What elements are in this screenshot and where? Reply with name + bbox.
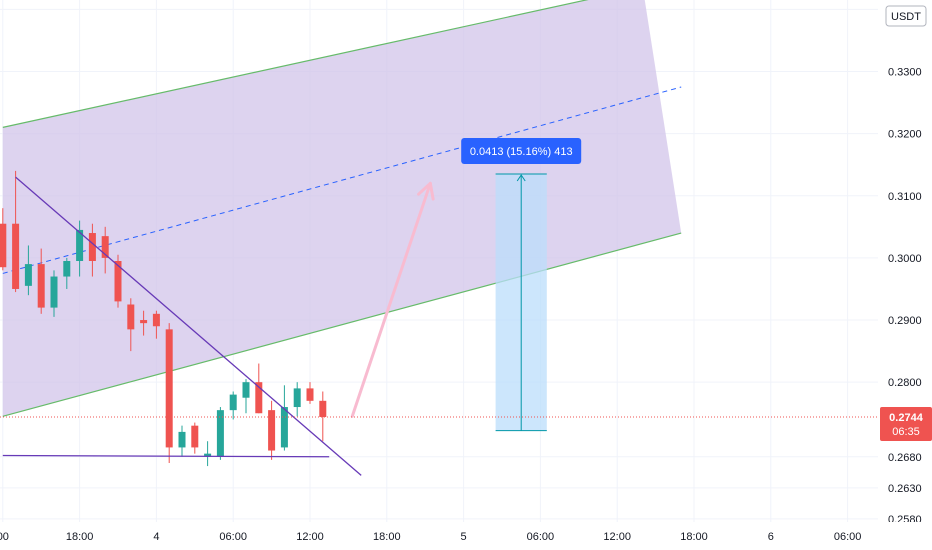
candle-down xyxy=(12,223,20,289)
currency-badge[interactable]: USDT xyxy=(885,5,927,27)
candle-down xyxy=(319,400,327,417)
channel-lower-line[interactable] xyxy=(2,232,682,417)
last-price-value: 0.2744 xyxy=(889,412,924,424)
projection-arrow[interactable] xyxy=(350,181,435,418)
last-price-badge: 0.2744 06:35 xyxy=(880,406,932,441)
candle-down xyxy=(255,382,263,414)
currency-badge-box xyxy=(885,5,927,27)
candle-down xyxy=(306,388,314,401)
currency-label: USDT xyxy=(891,11,921,23)
time-tick-label: 18:00 xyxy=(373,531,401,543)
trendlines[interactable] xyxy=(2,176,362,476)
candle-up xyxy=(216,410,224,457)
candle-up xyxy=(280,407,288,448)
time-tick-label: 06:00 xyxy=(834,531,862,543)
price-tick-label: 0.2800 xyxy=(888,377,922,389)
candle-down xyxy=(165,329,173,448)
time-tick-label: 00 xyxy=(0,531,9,543)
candle-up xyxy=(229,394,237,411)
candle-up xyxy=(204,453,212,457)
measure-label-box xyxy=(461,138,582,164)
time-tick-label: 4 xyxy=(153,531,159,543)
parallel-channel[interactable] xyxy=(2,0,682,417)
price-tick-label: 0.2900 xyxy=(888,315,922,327)
candle-up xyxy=(178,431,186,448)
candle-down xyxy=(0,223,7,268)
time-axis-bg xyxy=(0,522,932,550)
candle-up xyxy=(242,382,250,398)
price-tick-label: 0.3000 xyxy=(888,253,922,265)
candle-up xyxy=(24,264,32,286)
price-tick-label: 0.3100 xyxy=(888,191,922,203)
price-range-measure[interactable]: 0.0413 (15.16%) 413 xyxy=(461,138,582,432)
candle-down xyxy=(37,264,45,308)
candle-up xyxy=(63,261,71,277)
candle-down xyxy=(152,313,160,327)
time-tick-label: 06:00 xyxy=(527,531,555,543)
candle-up xyxy=(76,229,84,261)
candle-down xyxy=(191,425,199,448)
projection-arrow-head xyxy=(417,181,435,201)
candle-down xyxy=(140,320,148,324)
channel-fill xyxy=(2,0,682,417)
last-price-badge-box xyxy=(880,406,932,441)
time-tick-label: 6 xyxy=(768,531,774,543)
candle-down xyxy=(88,233,96,261)
price-axis[interactable]: 0.34000.33000.32000.31000.30000.29000.28… xyxy=(878,0,932,526)
time-tick-label: 18:00 xyxy=(680,531,708,543)
channel-median-line[interactable] xyxy=(2,86,682,274)
time-tick-label: 12:00 xyxy=(603,531,631,543)
price-tick-label: 0.2630 xyxy=(888,483,922,495)
price-tick-label: 0.2680 xyxy=(888,452,922,464)
candle-up xyxy=(293,388,301,408)
candle-down xyxy=(101,236,109,258)
time-axis[interactable]: 00 18:00 4 06:00 12:00 18:00 5 06:00 12:00 18:00 6… xyxy=(0,522,932,550)
measure-label: 0.0413 (15.16%) 413 xyxy=(470,146,573,158)
time-tick-label: 06:00 xyxy=(219,531,247,543)
candle-down xyxy=(114,261,122,302)
candlestick-series xyxy=(0,170,327,467)
horizontal-support-line[interactable] xyxy=(2,454,330,458)
time-tick-label: 12:00 xyxy=(296,531,324,543)
measure-arrow-head xyxy=(516,174,526,182)
channel-upper-line[interactable] xyxy=(2,0,643,128)
time-tick-label: 5 xyxy=(461,531,467,543)
candle-up xyxy=(50,276,58,308)
candle-down xyxy=(268,410,276,451)
candle-down xyxy=(127,304,135,330)
projection-arrow-shaft[interactable] xyxy=(350,181,432,418)
bar-countdown: 06:35 xyxy=(892,426,920,438)
time-tick-label: 18:00 xyxy=(66,531,94,543)
price-tick-label: 0.3200 xyxy=(888,129,922,141)
descending-trendline[interactable] xyxy=(15,176,362,476)
price-tick-label: 0.3300 xyxy=(888,66,922,78)
